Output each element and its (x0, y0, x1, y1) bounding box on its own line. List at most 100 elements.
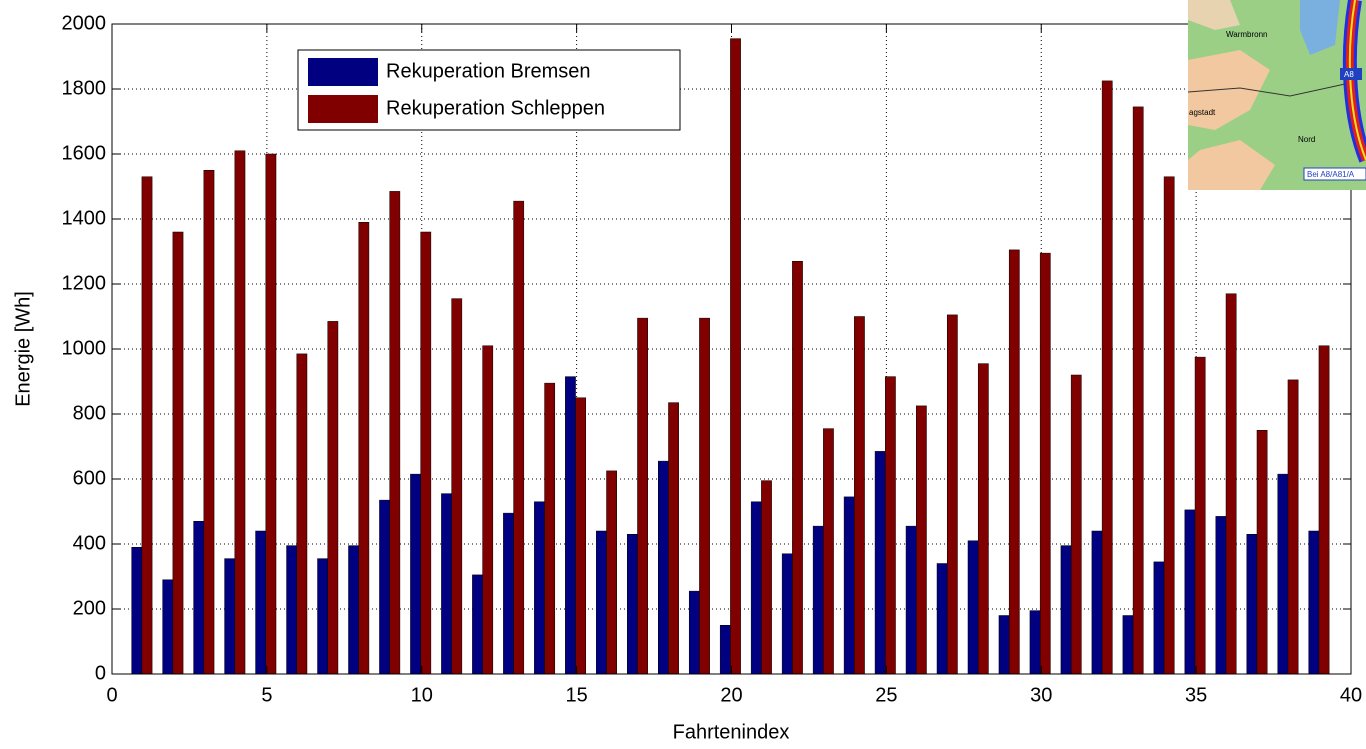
bar (978, 364, 988, 674)
bar (1319, 346, 1329, 674)
bar (730, 39, 740, 674)
bar (1185, 510, 1195, 674)
bar (483, 346, 493, 674)
bar (668, 403, 678, 674)
bar (1257, 430, 1267, 674)
bar (1278, 474, 1288, 674)
y-tick-label: 600 (73, 467, 106, 489)
bar (1195, 357, 1205, 674)
bar (348, 546, 358, 674)
map-inset: Warmbronn A8 agstadt Nord Bei A8/A81/A (1188, 0, 1366, 190)
y-tick-label: 1000 (62, 337, 107, 359)
bar (359, 222, 369, 674)
bar (689, 591, 699, 674)
legend: Rekuperation Bremsen Rekuperation Schlep… (298, 50, 680, 130)
bar (421, 232, 431, 674)
bar (1071, 375, 1081, 674)
x-tick-label: 20 (720, 684, 742, 706)
map-label: A8 (1344, 70, 1354, 79)
x-tick-label: 15 (566, 684, 588, 706)
bar (844, 497, 854, 674)
bar (875, 451, 885, 674)
bar (823, 429, 833, 674)
bar (328, 321, 338, 674)
bar (565, 377, 575, 674)
bar (1226, 294, 1236, 674)
bar (1123, 616, 1133, 675)
bar (854, 317, 864, 675)
bar (441, 494, 451, 674)
y-tick-label: 0 (95, 662, 106, 684)
bar (390, 191, 400, 674)
legend-swatch (308, 58, 378, 86)
y-tick-label: 2000 (62, 12, 107, 34)
bar (782, 554, 792, 674)
bar (452, 299, 462, 674)
legend-label: Rekuperation Schleppen (386, 97, 605, 119)
x-tick-label: 35 (1185, 684, 1207, 706)
bar (163, 580, 173, 674)
bar (503, 513, 513, 674)
bar (720, 625, 730, 674)
y-tick-label: 200 (73, 597, 106, 619)
bar (906, 526, 916, 674)
y-axis-label: Energie [Wh] (12, 291, 34, 407)
bar (999, 616, 1009, 675)
bar (1009, 250, 1019, 674)
bar (225, 559, 235, 674)
bar (1040, 253, 1050, 674)
chart: 0200400600800100012001400160018002000051… (0, 0, 1366, 744)
bar (1288, 380, 1298, 674)
bar (699, 318, 709, 674)
bar (194, 521, 204, 674)
bar (627, 534, 637, 674)
x-tick-label: 0 (106, 684, 117, 706)
bar (751, 502, 761, 674)
bar (576, 398, 586, 674)
bar (256, 531, 266, 674)
x-tick-label: 10 (411, 684, 433, 706)
bar (534, 502, 544, 674)
page: 0200400600800100012001400160018002000051… (0, 0, 1366, 744)
bar (792, 261, 802, 674)
bar (379, 500, 389, 674)
bar (1154, 562, 1164, 674)
x-tick-label: 30 (1030, 684, 1052, 706)
bar (607, 471, 617, 674)
bar (885, 377, 895, 674)
bar (637, 318, 647, 674)
bar (472, 575, 482, 674)
bar (596, 531, 606, 674)
bar (235, 151, 245, 674)
bar (266, 154, 276, 674)
bar (410, 474, 420, 674)
x-tick-label: 40 (1340, 684, 1362, 706)
bar (1102, 81, 1112, 674)
y-tick-label: 1400 (62, 207, 107, 229)
bar (658, 461, 668, 674)
bar (1092, 531, 1102, 674)
y-tick-label: 800 (73, 402, 106, 424)
map-label: Warmbronn (1226, 30, 1268, 39)
bar (947, 315, 957, 674)
bar (916, 406, 926, 674)
map-label: agstadt (1189, 108, 1216, 117)
bar (1247, 534, 1257, 674)
bar (318, 559, 328, 674)
bar (1309, 531, 1319, 674)
bar (132, 547, 142, 674)
bar (142, 177, 152, 674)
legend-label: Rekuperation Bremsen (386, 60, 591, 82)
bar (813, 526, 823, 674)
x-axis-label: Fahrtenindex (673, 721, 790, 743)
map-label: Bei A8/A81/A (1307, 170, 1355, 179)
bar (968, 541, 978, 674)
bar (1164, 177, 1174, 674)
bar (204, 170, 214, 674)
x-tick-label: 5 (261, 684, 272, 706)
bar (173, 232, 183, 674)
y-tick-label: 1200 (62, 272, 107, 294)
bar (514, 201, 524, 674)
bar (761, 481, 771, 674)
bar (287, 546, 297, 674)
